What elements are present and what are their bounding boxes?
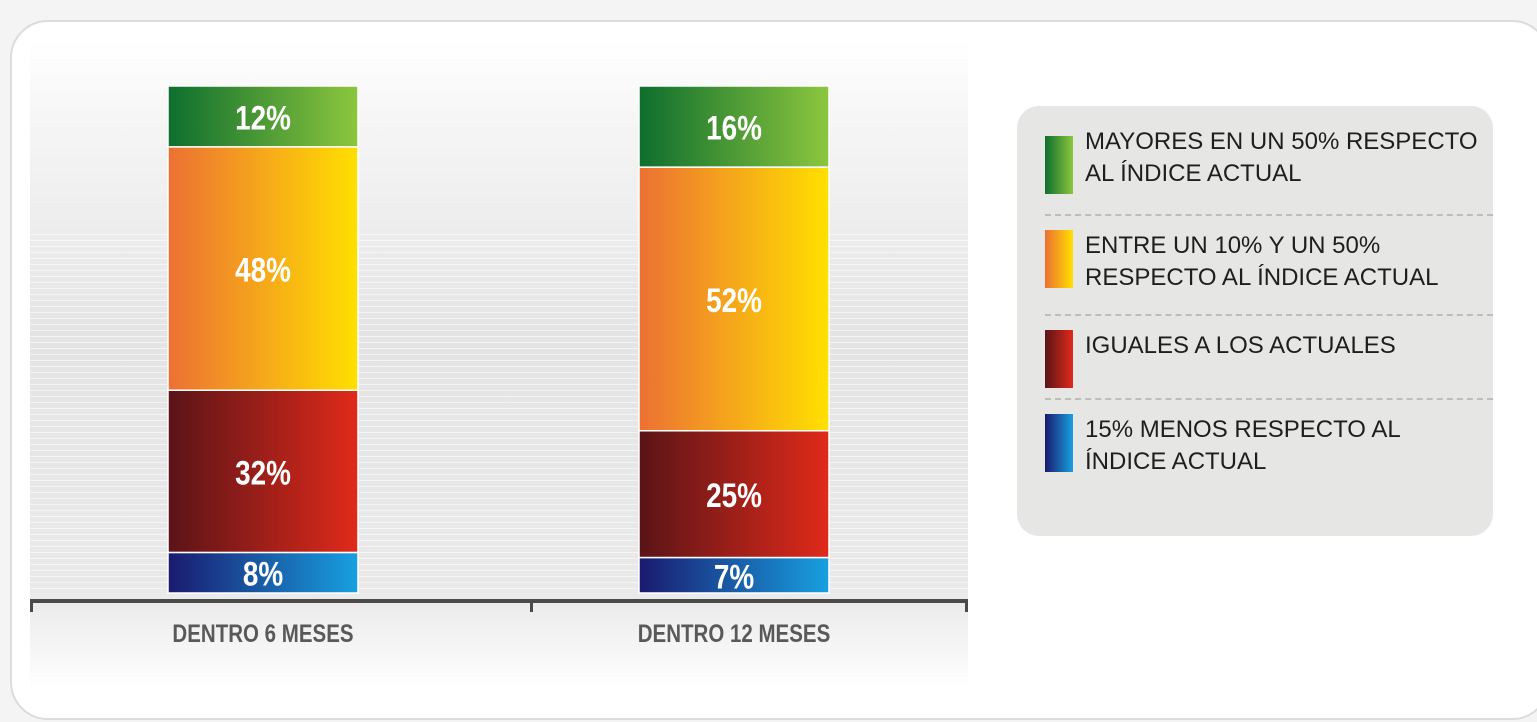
bar-segment-4-1 [167, 85, 359, 148]
category-label-1: DENTRO 6 MESES [172, 619, 353, 647]
category-label-2: DENTRO 12 MESES [638, 619, 831, 647]
legend-label-2: ENTRE UN 10% Y UN 50% RESPECTO AL ÍNDICE… [1085, 232, 1439, 291]
bars-layer [167, 85, 830, 594]
legend-label-3: IGUALES A LOS ACTUALES [1085, 332, 1396, 359]
labels-layer: 8% 32% 48% 12% 7% 25% 52% 16% DENTRO 6 MESES DENT… [172, 99, 830, 648]
x-axis-tick-2 [530, 599, 533, 612]
bar-segment-2-2 [638, 430, 830, 559]
legend-swatch-3 [1045, 330, 1073, 388]
bar-segment-3-2 [638, 166, 830, 432]
legend-swatch-1 [1045, 136, 1073, 194]
data-label-4-2: 16% [706, 109, 762, 147]
legend-swatch-2 [1045, 230, 1073, 288]
data-label-2-1: 32% [235, 454, 291, 492]
legend-item-2: ENTRE UN 10% Y UN 50% RESPECTO AL ÍNDICE… [1045, 214, 1493, 314]
data-label-3-1: 48% [235, 251, 291, 289]
legend: MAYORES EN UN 50% RESPECTO AL ÍNDICE ACT… [1017, 106, 1493, 536]
bar-segment-3-1 [167, 146, 359, 391]
data-label-1-2: 7% [714, 558, 754, 596]
data-label-2-2: 25% [706, 477, 762, 515]
data-label-4-1: 12% [235, 99, 291, 137]
legend-swatch-4 [1045, 414, 1073, 472]
legend-item-1: MAYORES EN UN 50% RESPECTO AL ÍNDICE ACT… [1045, 126, 1493, 214]
data-label-1-1: 8% [243, 555, 283, 593]
bar-segment-2-1 [167, 389, 359, 554]
bar-segment-1-2 [638, 556, 830, 594]
x-axis [30, 599, 968, 612]
legend-label-4: 15% MENOS RESPECTO AL ÍNDICE ACTUAL [1085, 416, 1400, 475]
data-label-3-2: 52% [706, 281, 762, 319]
x-axis-tick-3 [965, 599, 968, 612]
legend-item-3: IGUALES A LOS ACTUALES [1045, 314, 1493, 398]
x-axis-tick-1 [30, 599, 33, 612]
bar-segment-4-2 [638, 85, 830, 168]
legend-item-4: 15% MENOS RESPECTO AL ÍNDICE ACTUAL [1045, 398, 1493, 498]
x-axis-line [30, 599, 968, 603]
legend-label-1: MAYORES EN UN 50% RESPECTO AL ÍNDICE ACT… [1085, 128, 1478, 187]
